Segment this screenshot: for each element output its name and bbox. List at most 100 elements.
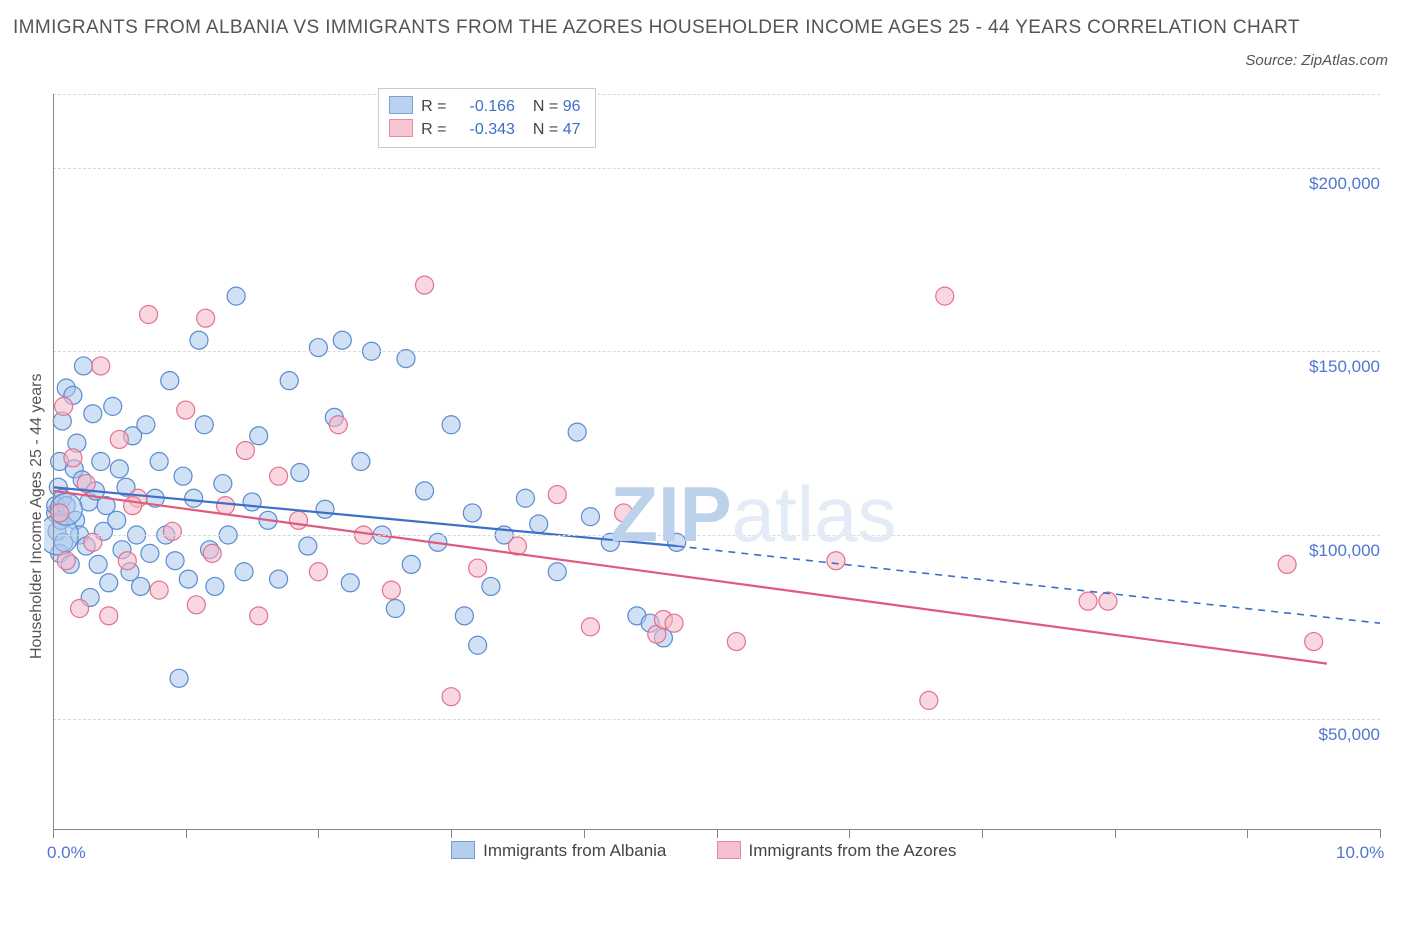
data-point-albania xyxy=(352,453,370,471)
y-axis-line xyxy=(53,94,54,829)
source-name: ZipAtlas.com xyxy=(1301,52,1388,69)
data-point-azores xyxy=(57,552,75,570)
data-point-albania xyxy=(299,537,317,555)
data-point-azores xyxy=(416,276,434,294)
data-point-azores xyxy=(71,600,89,618)
bottom-legend-label: Immigrants from Albania xyxy=(483,841,666,860)
data-point-azores xyxy=(548,486,566,504)
legend-R-label: R = xyxy=(421,121,446,138)
legend-swatch-albania xyxy=(389,96,413,114)
data-point-albania xyxy=(416,482,434,500)
x-tick-label: 0.0% xyxy=(47,843,86,863)
y-tick-label: $100,000 xyxy=(1280,541,1380,561)
watermark-logo: ZIPatlas xyxy=(610,469,896,560)
grid-line xyxy=(53,719,1380,720)
data-point-albania xyxy=(92,453,110,471)
data-point-azores xyxy=(110,430,128,448)
stats-legend-box: R = -0.166 N = 96 R = -0.343N = 47 xyxy=(378,88,595,148)
data-point-azores xyxy=(469,559,487,577)
data-point-albania xyxy=(397,350,415,368)
data-point-albania xyxy=(89,555,107,573)
data-point-albania xyxy=(227,287,245,305)
data-point-azores xyxy=(329,416,347,434)
data-point-azores xyxy=(727,633,745,651)
data-point-albania xyxy=(179,570,197,588)
data-point-azores xyxy=(936,287,954,305)
watermark-bold: ZIP xyxy=(610,470,731,558)
data-point-albania xyxy=(442,416,460,434)
data-point-albania xyxy=(291,464,309,482)
legend-N-value: 96 xyxy=(563,98,581,115)
data-point-albania xyxy=(568,423,586,441)
data-point-azores xyxy=(203,544,221,562)
source-prefix: Source: xyxy=(1245,52,1301,69)
bottom-legend-item: Immigrants from the Azores xyxy=(717,841,957,861)
data-point-azores xyxy=(100,607,118,625)
data-point-azores xyxy=(64,449,82,467)
legend-N-label: N = xyxy=(533,121,558,138)
x-tick-mark xyxy=(849,829,850,838)
chart-title: IMMIGRANTS FROM ALBANIA VS IMMIGRANTS FR… xyxy=(13,13,1316,42)
grid-line xyxy=(53,94,1380,95)
bottom-legend-label: Immigrants from the Azores xyxy=(749,841,957,860)
legend-R-label: R = xyxy=(421,98,446,115)
legend-N-value: 47 xyxy=(563,121,581,138)
data-point-azores xyxy=(84,533,102,551)
data-point-albania xyxy=(581,508,599,526)
data-point-azores xyxy=(150,581,168,599)
grid-line xyxy=(53,351,1380,352)
y-tick-label: $150,000 xyxy=(1280,357,1380,377)
data-point-albania xyxy=(195,416,213,434)
data-point-azores xyxy=(1079,592,1097,610)
data-point-albania xyxy=(141,544,159,562)
x-tick-mark xyxy=(1115,829,1116,838)
data-point-azores xyxy=(309,563,327,581)
data-point-albania xyxy=(309,339,327,357)
legend-swatch-azores xyxy=(389,119,413,137)
data-point-albania xyxy=(206,577,224,595)
stats-legend-row: R = -0.343N = 47 xyxy=(389,118,580,141)
data-point-albania xyxy=(386,600,404,618)
y-tick-label: $200,000 xyxy=(1280,174,1380,194)
x-tick-mark xyxy=(717,829,718,838)
data-point-albania xyxy=(150,453,168,471)
legend-N-label: N = xyxy=(533,98,558,115)
data-point-albania xyxy=(455,607,473,625)
data-point-azores xyxy=(217,497,235,515)
legend-R-value: -0.166 xyxy=(451,95,515,118)
data-point-albania xyxy=(316,500,334,518)
data-point-azores xyxy=(118,552,136,570)
data-point-albania xyxy=(132,577,150,595)
data-point-albania xyxy=(137,416,155,434)
data-point-albania xyxy=(108,511,126,529)
watermark-light: atlas xyxy=(732,470,897,558)
data-point-albania xyxy=(516,489,534,507)
data-point-albania xyxy=(174,467,192,485)
data-point-albania xyxy=(530,515,548,533)
data-point-azores xyxy=(442,688,460,706)
source-attribution: Source: ZipAtlas.com xyxy=(1245,52,1388,69)
data-point-albania xyxy=(166,552,184,570)
data-point-azores xyxy=(55,397,73,415)
x-tick-mark xyxy=(982,829,983,838)
chart-plot-area: Householder Income Ages 25 - 44 years ZI… xyxy=(44,88,1386,848)
stats-legend-row: R = -0.166 N = 96 xyxy=(389,95,580,118)
data-point-azores xyxy=(1305,633,1323,651)
data-point-albania xyxy=(161,372,179,390)
data-point-albania xyxy=(402,555,420,573)
data-point-albania xyxy=(235,563,253,581)
data-point-albania xyxy=(250,427,268,445)
data-point-albania xyxy=(190,331,208,349)
data-point-albania xyxy=(84,405,102,423)
data-point-albania xyxy=(243,493,261,511)
data-point-azores xyxy=(124,497,142,515)
data-point-albania xyxy=(341,574,359,592)
data-point-azores xyxy=(163,522,181,540)
x-tick-mark xyxy=(1380,829,1381,838)
data-point-albania xyxy=(280,372,298,390)
data-point-albania xyxy=(110,460,128,478)
grid-line xyxy=(53,168,1380,169)
data-point-azores xyxy=(581,618,599,636)
data-point-azores xyxy=(140,306,158,324)
data-point-albania xyxy=(482,577,500,595)
